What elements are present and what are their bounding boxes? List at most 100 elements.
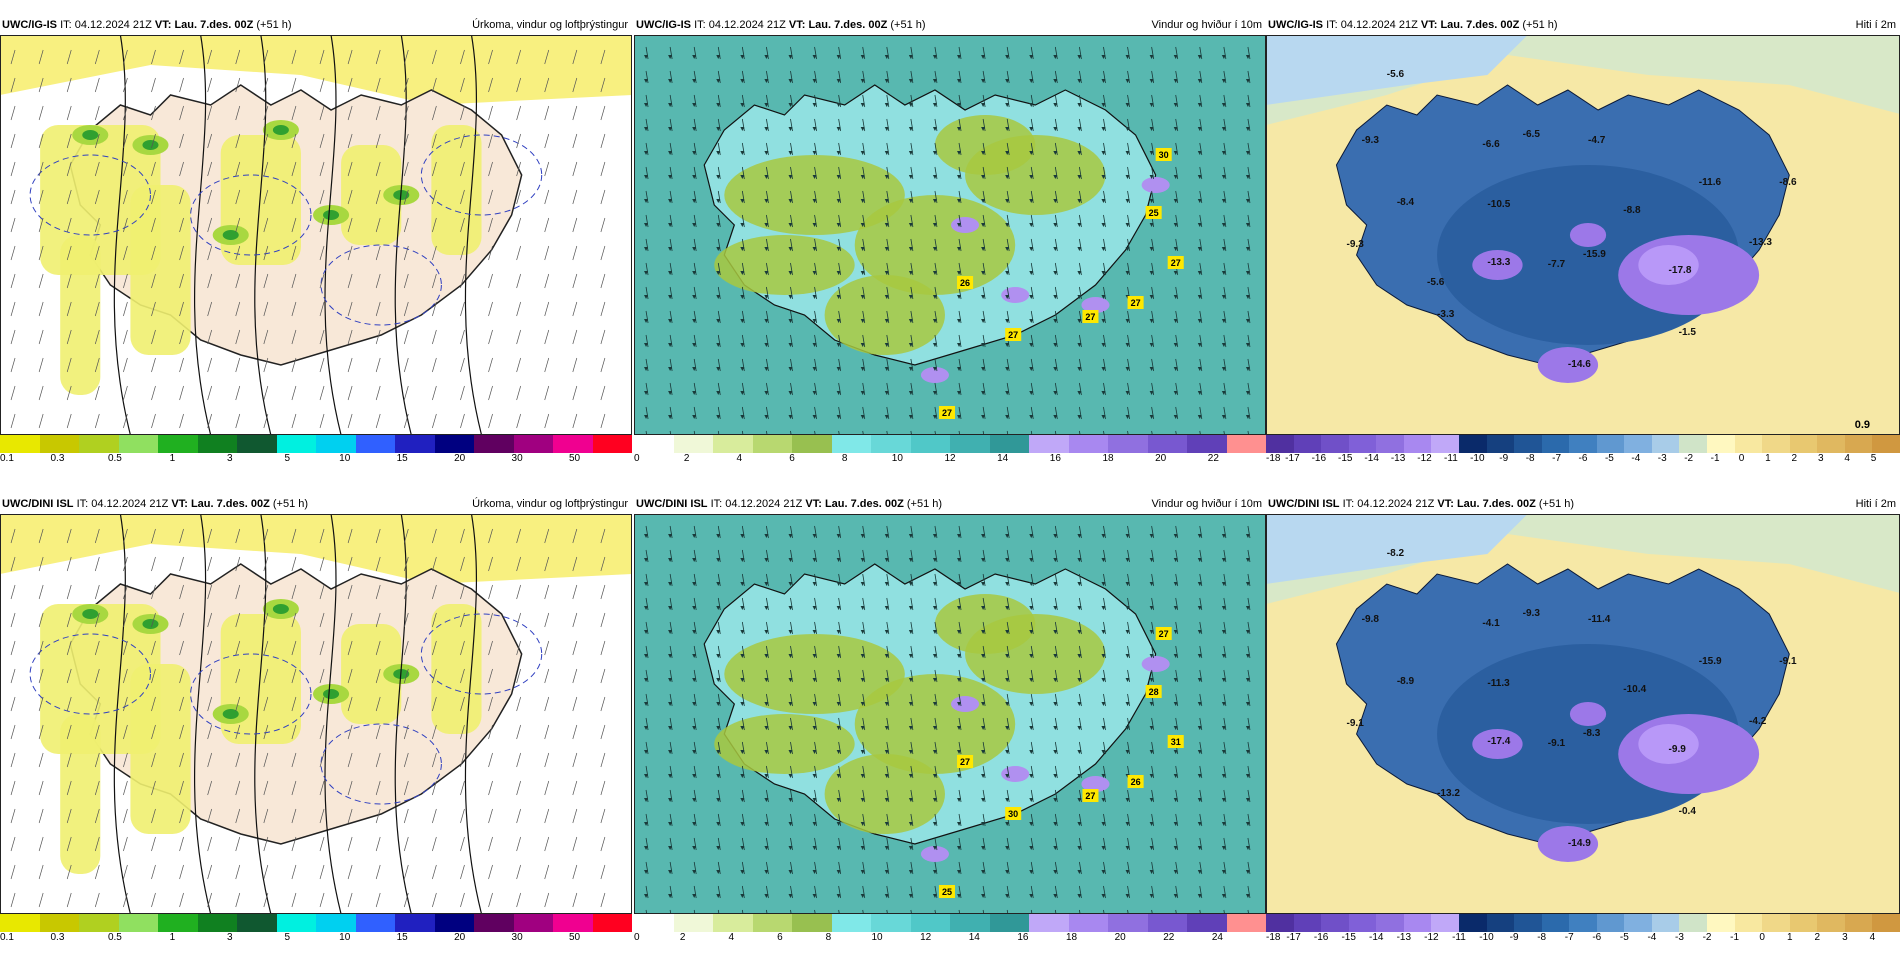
colorbar-tick-label: -17: [1285, 453, 1300, 464]
map-area[interactable]: 30 25 27 26 27 27 27 27: [634, 35, 1266, 435]
colorbar-tick-label: 2: [1814, 932, 1821, 943]
colorbar-swatch: [1569, 914, 1597, 932]
valid-time: VT: Lau. 7.des. 00Z: [171, 498, 270, 510]
colorbar-swatch: [118, 435, 158, 453]
colorbar-swatch: [395, 914, 435, 932]
colorbar-swatch: [1817, 914, 1845, 932]
wind-panel-dini: UWC/DINI ISL IT: 04.12.2024 21Z VT: Lau.…: [634, 494, 1266, 954]
colorbar-swatch: [910, 914, 950, 932]
colorbar-tick-label: 10: [871, 932, 883, 943]
colorbar-tick-label: 4: [736, 453, 743, 464]
colorbar-swatch: [1734, 914, 1763, 932]
colorbar-swatch: [1376, 435, 1404, 453]
colorbar-tick-label: 10: [339, 453, 351, 464]
colorbar-swatch: [713, 914, 753, 932]
colorbar-tick-label: -5: [1604, 453, 1614, 464]
colorbar-swatch: [1226, 435, 1266, 453]
gust-badge: 27: [957, 755, 974, 768]
colorbar-swatch: [197, 914, 237, 932]
colorbar-swatch: [634, 435, 674, 453]
colorbar-tick-label: 0: [1738, 453, 1745, 464]
colorbar-ticks: -18 -17 -16 -15 -14 -13 -12 -11 -10 -9 -8 -7 -6 -5 -4-…: [1266, 453, 1900, 467]
colorbar: [0, 914, 632, 932]
gust-value: 27: [1008, 330, 1018, 340]
map-area[interactable]: [0, 35, 632, 435]
precip-panel-iga: UWC/IG-IS IT: 04.12.2024 21Z VT: Lau. 7.…: [0, 15, 632, 475]
colorbar-swatch: [1187, 435, 1227, 453]
colorbar-tick-label: 1: [169, 453, 176, 464]
lead-time: (+51 h): [1522, 19, 1558, 31]
colorbar-tick-label: -13: [1390, 453, 1406, 464]
colorbar-tick-label: -1: [1730, 932, 1740, 943]
colorbar-tick-label: 14: [997, 453, 1009, 464]
temp-panel-dini: UWC/DINI ISL IT: 04.12.2024 21Z VT: Lau.…: [1266, 494, 1900, 954]
temp-label: -9.8: [1362, 614, 1380, 625]
colorbar-swatch: [158, 914, 198, 932]
temp-label: -13.2: [1437, 788, 1460, 799]
panel-header: UWC/IG-IS IT: 04.12.2024 21Z VT: Lau. 7.…: [1266, 15, 1900, 35]
colorbar-tick-label: 8: [841, 453, 848, 464]
run-info: UWC/DINI ISL IT: 04.12.2024 21Z VT: Lau.…: [636, 494, 942, 514]
colorbar-tick-label: 1: [169, 932, 176, 943]
colorbar-tick-label: 6: [777, 932, 783, 943]
gust-badge: 25: [1145, 206, 1162, 219]
colorbar-tick-label: 18: [1102, 453, 1114, 464]
colorbar-swatch: [1679, 914, 1707, 932]
colorbar-tick-label: 0.5: [107, 932, 122, 943]
model-name: UWC/DINI ISL: [1268, 498, 1340, 510]
temp-label: -8.6: [1779, 177, 1797, 188]
gust-badge: 30: [1005, 807, 1022, 820]
colorbar-swatch: [1187, 914, 1227, 932]
lead-time: (+51 h): [906, 498, 943, 510]
map-area[interactable]: [0, 514, 632, 914]
gust-badge: 28: [1145, 685, 1162, 698]
colorbar-swatch: [1147, 914, 1187, 932]
colorbar-tick-label: -2: [1684, 453, 1694, 464]
temp-label: -13.3: [1487, 257, 1510, 268]
colorbar-tick-label: 1: [1765, 453, 1771, 464]
colorbar: [1266, 435, 1900, 453]
colorbar-swatch: [1348, 914, 1377, 932]
panel-header: UWC/DINI ISL IT: 04.12.2024 21Z VT: Lau.…: [634, 494, 1266, 514]
gust-value: 27: [1085, 791, 1095, 801]
colorbar-swatch: [1029, 435, 1069, 453]
colorbar-swatch: [989, 435, 1029, 453]
colorbar-tick-label: -16: [1311, 453, 1327, 464]
gust-value: 27: [1085, 312, 1095, 322]
colorbar-tick-label: 4: [1844, 453, 1850, 464]
colorbar-swatch: [1624, 914, 1652, 932]
colorbar-swatch: [1844, 914, 1873, 932]
colorbar-tick-label: -10: [1470, 453, 1485, 464]
colorbar-swatch: [474, 914, 514, 932]
colorbar-tick-label: 4: [1869, 932, 1876, 943]
colorbar-swatch: [871, 435, 911, 453]
gust-value: 30: [1008, 809, 1018, 819]
colorbar: [0, 435, 632, 453]
map-canvas: [0, 514, 632, 914]
temp-label: -4.2: [1749, 716, 1767, 727]
colorbar-swatch: [355, 914, 395, 932]
panel-title: Úrkoma, vindur og loftþrýstingur: [472, 498, 628, 510]
colorbar-swatch: [1147, 435, 1187, 453]
colorbar-swatch: [1514, 435, 1542, 453]
colorbar-swatch: [1651, 435, 1680, 453]
map-area[interactable]: 27 28 31 27 26 27 30 25: [634, 514, 1266, 914]
gust-badge: 27: [938, 406, 956, 419]
colorbar-tick-label: -14: [1369, 932, 1384, 943]
gust-badge: 25: [938, 885, 956, 898]
temp-label: -5.6: [1427, 277, 1445, 288]
gust-value: 25: [1149, 208, 1159, 218]
map-area[interactable]: -5.6 -9.3 -8.4 -9.3 -6.6 -6.5 -4.7 -10.5 -8.8 -7.…: [1266, 35, 1900, 435]
colorbar-swatch: [1762, 914, 1790, 932]
colorbar-swatch: [831, 914, 871, 932]
run-info: UWC/IG-IS IT: 04.12.2024 21Z VT: Lau. 7.…: [1268, 15, 1558, 35]
colorbar-swatch: [1707, 914, 1735, 932]
temp-label: -8.8: [1623, 205, 1641, 216]
gust-badge: 26: [1127, 775, 1144, 788]
colorbar-swatch: [1108, 435, 1148, 453]
temp-label: -5.6: [1387, 69, 1405, 80]
panel-title: Úrkoma, vindur og loftþrýstingur: [472, 19, 628, 31]
map-area[interactable]: -8.2 -9.8 -8.9 -9.1 -4.1 -9.3 -11.4 -11.3 -10.4 -…: [1266, 514, 1900, 914]
colorbar-swatch: [752, 914, 792, 932]
colorbar-tick-label: 5: [284, 932, 291, 943]
